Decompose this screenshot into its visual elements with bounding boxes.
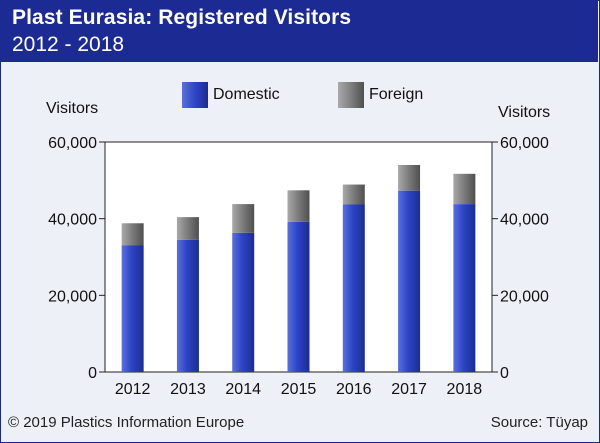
x-tick-label: 2017 <box>391 381 427 398</box>
bar-foreign-2014 <box>232 204 255 233</box>
x-tick-label: 2016 <box>336 381 372 398</box>
legend-swatch-domestic <box>182 82 208 108</box>
source-note: Source: Tüyap <box>490 414 588 431</box>
x-tick-label: 2013 <box>170 381 206 398</box>
copyright-note: © 2019 Plastics Information Europe <box>8 414 245 431</box>
bar-domestic-2016 <box>342 204 365 372</box>
y-tick-label-left: 40,000 <box>48 212 97 229</box>
bar-domestic-2018 <box>453 204 476 372</box>
y-tick-label-right: 60,000 <box>500 135 549 152</box>
chart-subtitle: 2012 - 2018 <box>12 33 125 56</box>
bar-foreign-2018 <box>453 173 476 205</box>
y-tick-label-right: 20,000 <box>500 288 549 305</box>
y-axis-title-right: Visitors <box>498 104 551 121</box>
bar-foreign-2017 <box>398 165 421 191</box>
chart-header: Plast Eurasia: Registered Visitors 2012 … <box>0 0 598 62</box>
bar-foreign-2016 <box>342 184 365 205</box>
bar-domestic-2014 <box>232 232 255 372</box>
y-tick-label-left: 60,000 <box>48 135 97 152</box>
x-tick-label: 2015 <box>281 381 317 398</box>
y-tick-label-right: 40,000 <box>500 212 549 229</box>
y-tick-label-right: 0 <box>500 365 509 382</box>
bar-domestic-2015 <box>287 221 310 372</box>
chart-title: Plast Eurasia: Registered Visitors <box>12 6 352 29</box>
bar-domestic-2013 <box>176 239 199 372</box>
legend-label-domestic: Domestic <box>213 86 280 103</box>
x-tick-label: 2012 <box>115 381 151 398</box>
legend-swatch-foreign <box>338 82 364 108</box>
x-tick-label: 2014 <box>225 381 261 398</box>
bar-domestic-2012 <box>121 245 144 372</box>
bar-foreign-2015 <box>287 190 310 222</box>
y-tick-label-left: 0 <box>88 365 97 382</box>
y-axis-title-left: Visitors <box>46 100 99 117</box>
y-tick-label-left: 20,000 <box>48 288 97 305</box>
x-tick-label: 2018 <box>447 381 483 398</box>
bar-foreign-2012 <box>121 223 144 246</box>
bar-domestic-2017 <box>398 190 421 372</box>
legend-label-foreign: Foreign <box>369 86 424 103</box>
chart-plot: 0 0 20,000 20,000 40,000 40,000 60,000 60,000 20… <box>48 135 549 398</box>
bar-foreign-2013 <box>176 217 199 240</box>
